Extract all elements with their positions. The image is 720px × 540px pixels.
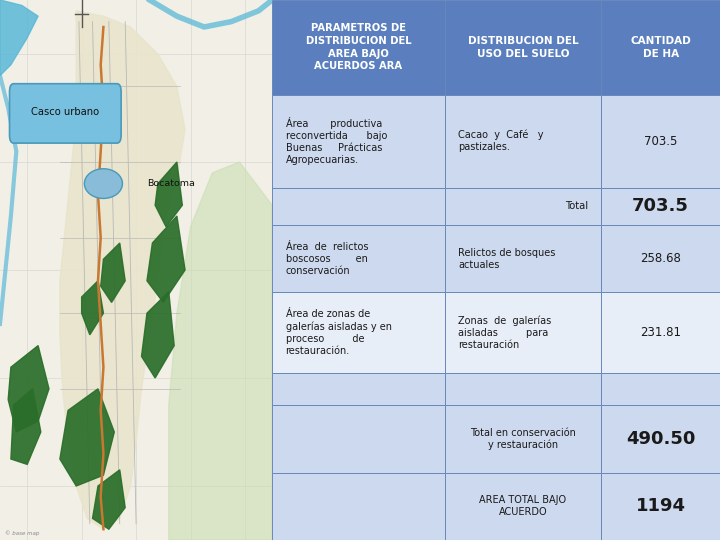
Text: CANTIDAD
DE HA: CANTIDAD DE HA: [630, 36, 691, 59]
Text: Área       productiva
reconvertida      bajo
Buenas     Prácticas
Agropecuarias.: Área productiva reconvertida bajo Buenas…: [286, 117, 387, 165]
Text: 1194: 1194: [636, 497, 685, 515]
Bar: [601, 373, 720, 405]
Bar: [272, 225, 444, 292]
Text: Área  de  relictos
boscosos        en
conservación: Área de relictos boscosos en conservació…: [286, 241, 368, 275]
Polygon shape: [101, 243, 125, 302]
Text: Zonas  de  galerías
aisladas         para
restauración: Zonas de galerías aisladas para restaura…: [458, 315, 552, 350]
Bar: [272, 188, 444, 225]
Polygon shape: [168, 162, 272, 540]
Bar: [444, 472, 601, 540]
Bar: [444, 373, 601, 405]
Bar: [601, 225, 720, 292]
Text: 231.81: 231.81: [640, 326, 681, 339]
Bar: [601, 292, 720, 373]
Bar: [272, 472, 444, 540]
Text: Casco urbano: Casco urbano: [31, 107, 99, 117]
Text: 703.5: 703.5: [632, 198, 689, 215]
Bar: [444, 0, 601, 94]
Text: © base map: © base map: [6, 530, 40, 536]
Text: Relictos de bosques
actuales: Relictos de bosques actuales: [458, 247, 555, 269]
Polygon shape: [11, 389, 41, 464]
Polygon shape: [0, 0, 38, 76]
Bar: [272, 0, 444, 94]
Ellipse shape: [84, 168, 122, 199]
Polygon shape: [81, 281, 104, 335]
Bar: [601, 188, 720, 225]
Text: Área de zonas de
galerías aisladas y en
proceso         de
restauración.: Área de zonas de galerías aisladas y en …: [286, 309, 392, 356]
Polygon shape: [93, 470, 125, 529]
Bar: [444, 292, 601, 373]
Polygon shape: [147, 216, 185, 302]
Text: 490.50: 490.50: [626, 430, 696, 448]
Text: Total en conservación
y restauración: Total en conservación y restauración: [470, 428, 576, 450]
Bar: [272, 94, 444, 188]
Bar: [272, 292, 444, 373]
Bar: [601, 0, 720, 94]
Bar: [272, 405, 444, 472]
Text: DISTRIBUCION DEL
USO DEL SUELO: DISTRIBUCION DEL USO DEL SUELO: [467, 36, 578, 59]
Text: Bocatoma: Bocatoma: [147, 179, 195, 188]
Polygon shape: [60, 11, 185, 529]
Polygon shape: [142, 292, 174, 378]
Bar: [601, 94, 720, 188]
Text: 703.5: 703.5: [644, 134, 678, 148]
Bar: [272, 373, 444, 405]
Text: Cacao  y  Café   y
pastizales.: Cacao y Café y pastizales.: [458, 130, 544, 152]
Bar: [444, 188, 601, 225]
Text: PARAMETROS DE
DISTRIBUCION DEL
AREA BAJO
ACUERDOS ARA: PARAMETROS DE DISTRIBUCION DEL AREA BAJO…: [305, 23, 411, 71]
Polygon shape: [155, 162, 182, 227]
Polygon shape: [60, 389, 114, 486]
Polygon shape: [8, 346, 49, 432]
FancyBboxPatch shape: [9, 84, 121, 143]
Bar: [444, 94, 601, 188]
Bar: [444, 405, 601, 472]
Bar: [601, 405, 720, 472]
Text: AREA TOTAL BAJO
ACUERDO: AREA TOTAL BAJO ACUERDO: [480, 495, 567, 517]
Text: Total: Total: [564, 201, 588, 212]
Bar: [444, 225, 601, 292]
Text: 258.68: 258.68: [640, 252, 681, 265]
Bar: [601, 472, 720, 540]
